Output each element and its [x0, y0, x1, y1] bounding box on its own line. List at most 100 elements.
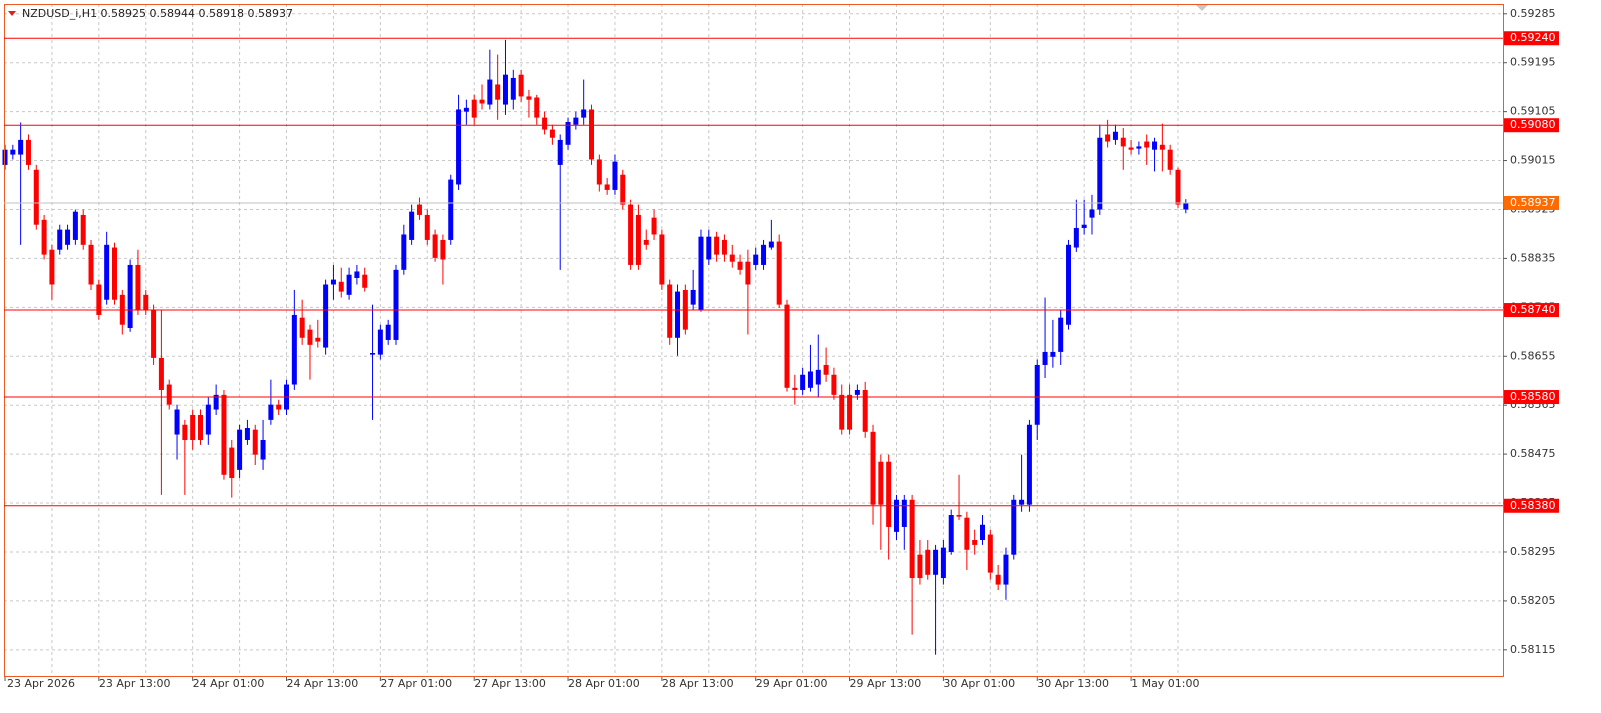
- candle-body: [479, 99, 485, 104]
- candle-body: [980, 524, 985, 541]
- candle-body: [448, 179, 454, 240]
- candle-body: [49, 249, 55, 285]
- x-tick-label: 23 Apr 13:00: [99, 677, 171, 690]
- candle-body: [635, 214, 641, 265]
- candle-body: [260, 439, 266, 460]
- candle-body: [1097, 137, 1103, 210]
- candle-body: [643, 239, 649, 245]
- candle-body: [502, 74, 508, 105]
- candle-body: [229, 447, 235, 479]
- candle-body: [370, 353, 376, 355]
- candle-body: [870, 431, 876, 505]
- candle-body: [1042, 351, 1048, 365]
- candle-body: [737, 261, 743, 270]
- x-tick-label: 23 Apr 2026: [7, 677, 75, 690]
- candle-body: [518, 74, 524, 97]
- candle-body: [1105, 134, 1111, 142]
- candle-body: [80, 214, 86, 245]
- candle-body: [972, 540, 978, 545]
- level-label: 0.58580: [1510, 390, 1556, 403]
- candle-body: [784, 304, 790, 388]
- x-tick-label: 27 Apr 01:00: [380, 677, 452, 690]
- candle-body: [800, 374, 806, 390]
- candle-body: [659, 234, 665, 285]
- candle-body: [940, 547, 946, 579]
- y-tick-label: 0.58295: [1510, 545, 1556, 558]
- candle-body: [620, 174, 626, 205]
- plot-frame: [4, 4, 1504, 677]
- candle-body: [1120, 137, 1126, 147]
- candle-body: [1183, 202, 1189, 210]
- candle-body: [104, 244, 110, 300]
- candle-body: [158, 357, 164, 390]
- collapse-icon[interactable]: [8, 11, 16, 16]
- x-tick-label: 30 Apr 13:00: [1037, 677, 1109, 690]
- candle-body: [1058, 317, 1064, 352]
- candle-body: [792, 387, 798, 390]
- x-tick-label: 29 Apr 13:00: [850, 677, 922, 690]
- candle-body: [698, 236, 704, 310]
- candle-body: [182, 424, 188, 440]
- candle-body: [10, 149, 16, 155]
- y-tick-label: 0.58115: [1510, 643, 1556, 656]
- candle-body: [463, 107, 469, 112]
- candle-body: [534, 97, 540, 118]
- candle-body: [268, 404, 274, 420]
- x-tick-label: 24 Apr 13:00: [287, 677, 359, 690]
- level-label: 0.58740: [1510, 303, 1556, 316]
- candle-body: [542, 117, 548, 130]
- candle-body: [18, 139, 24, 155]
- candle-body: [1136, 146, 1142, 149]
- level-label: 0.58380: [1510, 499, 1556, 512]
- candle-body: [416, 204, 422, 215]
- candle-body: [166, 384, 172, 405]
- candle-body: [729, 254, 735, 262]
- candle-body: [714, 236, 720, 255]
- candle-body: [1003, 554, 1009, 585]
- shift-marker: [1196, 5, 1208, 11]
- candle-body: [151, 309, 157, 358]
- candle-body: [526, 96, 532, 100]
- candle-body: [456, 109, 462, 185]
- candle-body: [88, 244, 94, 285]
- y-tick-label: 0.58475: [1510, 447, 1556, 460]
- candle-body: [753, 254, 759, 265]
- candle-body: [987, 534, 993, 573]
- x-tick-label: 27 Apr 13:00: [474, 677, 546, 690]
- candle-body: [690, 289, 696, 305]
- candle-body: [995, 574, 1001, 585]
- candle-body: [675, 291, 681, 338]
- candle-body: [354, 271, 360, 278]
- candle-body: [815, 369, 821, 385]
- candle-body: [393, 269, 399, 340]
- level-tag: [1504, 498, 1559, 513]
- candle-body: [362, 274, 368, 288]
- candle-body: [651, 217, 657, 235]
- candle-body: [667, 284, 673, 338]
- candle-body: [385, 324, 391, 340]
- candle-body: [565, 121, 571, 145]
- candle-body: [909, 499, 915, 579]
- x-tick-label: 29 Apr 01:00: [756, 677, 828, 690]
- x-tick-label: 30 Apr 01:00: [943, 677, 1015, 690]
- candle-body: [299, 317, 305, 338]
- candle-body: [839, 394, 845, 430]
- candle-body: [581, 109, 587, 118]
- candle-body: [893, 499, 899, 532]
- candle-body: [1128, 147, 1134, 150]
- candle-body: [1050, 351, 1056, 357]
- candle-body: [65, 229, 71, 245]
- candle-body: [1034, 364, 1040, 425]
- chart-title: NZDUSD_i,H1 0.58925 0.58944 0.58918 0.58…: [22, 7, 293, 20]
- candle-body: [346, 274, 352, 295]
- x-tick-label: 24 Apr 01:00: [193, 677, 265, 690]
- level-tag: [1504, 303, 1559, 318]
- candle-body: [487, 79, 493, 105]
- candle-body: [307, 329, 313, 345]
- candle-body: [205, 404, 211, 435]
- candle-body: [127, 264, 133, 328]
- candle-body: [1073, 227, 1079, 248]
- candle-body: [823, 364, 829, 375]
